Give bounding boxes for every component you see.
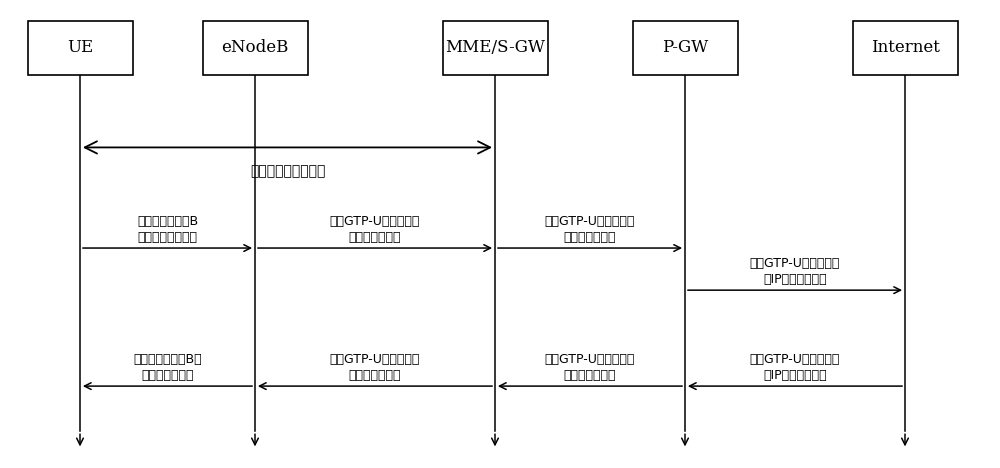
Text: 去掉GTP-U隧道报文头
的IP用户数据消息: 去掉GTP-U隧道报文头 的IP用户数据消息 [750,353,840,382]
Text: eNodeB: eNodeB [221,39,289,57]
Bar [28,21,133,75]
Text: 控制面信令报文交互: 控制面信令报文交互 [250,164,325,178]
Text: 手机与演进节点B之
间的无线层报文: 手机与演进节点B之 间的无线层报文 [133,353,202,382]
Text: 带有GTP-U隧道报文头
的用户数据报文: 带有GTP-U隧道报文头 的用户数据报文 [330,215,420,244]
Bar [633,21,738,75]
Text: 带有GTP-U隧道报文头
的用户数据报文: 带有GTP-U隧道报文头 的用户数据报文 [330,353,420,382]
Text: 带有GTP-U隧道报文头
的用户数据报文: 带有GTP-U隧道报文头 的用户数据报文 [545,215,635,244]
Bar [202,21,308,75]
Text: 去掉GTP-U隧道报文头
的IP用户数据消息: 去掉GTP-U隧道报文头 的IP用户数据消息 [750,257,840,286]
Bar [852,21,958,75]
Text: P-GW: P-GW [662,39,708,57]
Text: UE: UE [67,39,93,57]
Text: 手机与演进节点B
之间的无线层报文: 手机与演进节点B 之间的无线层报文 [137,215,198,244]
Text: 带有GTP-U隧道报文头
的用户数据报文: 带有GTP-U隧道报文头 的用户数据报文 [545,353,635,382]
Text: MME/S-GW: MME/S-GW [445,39,545,57]
Bar [442,21,548,75]
Text: Internet: Internet [871,39,939,57]
